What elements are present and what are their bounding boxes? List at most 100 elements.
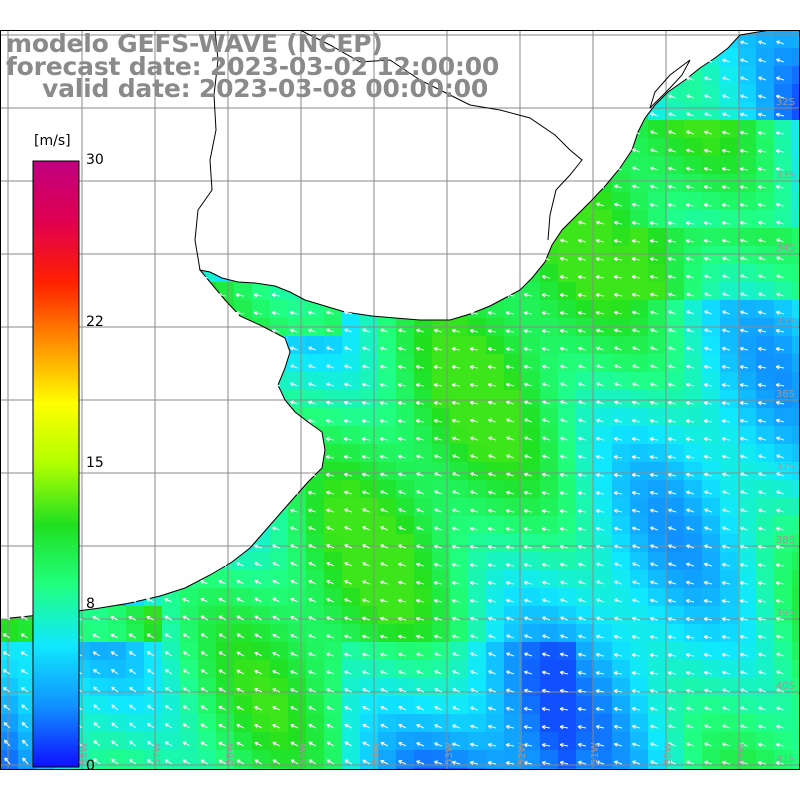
wind-arrow <box>307 472 317 478</box>
wind-cell <box>360 696 378 714</box>
wind-arrow <box>758 40 767 45</box>
wind-cell <box>756 408 774 426</box>
wind-arrow <box>559 526 569 532</box>
wind-arrow <box>325 382 335 387</box>
wind-arrow <box>559 742 569 748</box>
wind-arrow <box>326 598 335 603</box>
wind-arrow <box>632 346 641 351</box>
wind-arrow <box>578 400 587 405</box>
wind-cell <box>774 552 792 570</box>
wind-cell <box>108 714 126 732</box>
wind-arrow <box>199 274 209 279</box>
wind-arrow <box>398 544 407 549</box>
wind-arrow <box>668 310 677 315</box>
wind-cell <box>576 768 594 770</box>
wind-arrow <box>739 401 749 406</box>
wind-cell <box>396 426 414 444</box>
wind-arrow <box>380 508 389 513</box>
wind-arrow <box>667 653 677 658</box>
wind-arrow <box>218 705 227 711</box>
wind-arrow <box>470 472 479 477</box>
wind-cell <box>738 624 756 642</box>
wind-cell <box>342 732 360 750</box>
wind-arrow <box>649 202 659 207</box>
wind-arrow <box>739 40 749 45</box>
wind-cell <box>756 30 774 48</box>
wind-cell <box>18 714 36 732</box>
wind-cell <box>180 642 198 660</box>
wind-cell <box>576 624 594 642</box>
wind-arrow <box>577 724 587 730</box>
wind-arrow <box>757 616 767 622</box>
wind-cell <box>486 624 504 642</box>
wind-cell <box>612 192 630 210</box>
wind-cell <box>630 606 648 624</box>
wind-arrow <box>523 292 533 298</box>
wind-cell <box>666 768 684 770</box>
wind-cell <box>540 264 558 282</box>
wind-arrow <box>487 328 497 334</box>
wind-cell <box>612 210 630 228</box>
wind-arrow <box>668 760 677 765</box>
wind-arrow <box>722 310 731 315</box>
wind-cell <box>558 714 576 732</box>
wind-cell <box>252 768 270 770</box>
wind-arrow <box>379 400 389 406</box>
wind-cell <box>270 768 288 770</box>
wind-arrow <box>129 722 137 729</box>
wind-arrow <box>344 562 353 567</box>
wind-arrow <box>326 328 335 333</box>
wind-arrow <box>704 724 713 729</box>
wind-cell <box>576 246 594 264</box>
wind-cell <box>666 534 684 552</box>
wind-arrow <box>649 382 659 387</box>
wind-cell <box>324 408 342 426</box>
wind-arrow <box>722 742 731 747</box>
wind-cell <box>558 444 576 462</box>
wind-arrow <box>290 723 299 729</box>
wind-arrow <box>685 382 695 387</box>
wind-cell <box>774 768 792 770</box>
wind-arrow <box>344 759 353 765</box>
wind-cell <box>576 282 594 300</box>
wind-arrow <box>685 472 695 477</box>
wind-arrow <box>523 508 533 514</box>
wind-cell <box>234 624 252 642</box>
wind-arrow <box>613 706 623 712</box>
wind-arrow <box>469 508 479 513</box>
wind-cell <box>684 570 702 588</box>
wind-arrow <box>559 670 569 675</box>
wind-cell <box>450 498 468 516</box>
wind-arrow <box>757 365 767 370</box>
wind-arrow <box>20 615 29 621</box>
wind-arrow <box>649 256 659 262</box>
wind-arrow <box>613 544 623 549</box>
wind-cell <box>90 714 108 732</box>
wind-arrow <box>740 490 749 495</box>
wind-arrow <box>775 418 785 423</box>
wind-arrow <box>595 689 605 694</box>
wind-arrow <box>523 346 533 352</box>
wind-cell <box>756 336 774 354</box>
wind-arrow <box>416 652 425 657</box>
wind-arrow <box>686 292 695 297</box>
wind-arrow <box>505 347 515 352</box>
wind-cell <box>774 480 792 498</box>
wind-cell <box>612 390 630 408</box>
wind-cell <box>270 534 288 552</box>
wind-cell <box>540 768 558 770</box>
wind-arrow <box>379 472 389 477</box>
wind-arrow <box>415 418 425 424</box>
wind-arrow <box>559 293 569 298</box>
wind-cell <box>684 354 702 372</box>
wind-cell <box>324 480 342 498</box>
wind-arrow <box>614 382 623 387</box>
wind-cell <box>792 534 800 552</box>
wind-cell <box>594 714 612 732</box>
wind-cell <box>450 480 468 498</box>
wind-cell <box>558 300 576 318</box>
wind-arrow <box>668 742 677 747</box>
wind-arrow <box>776 256 785 261</box>
wind-cell <box>270 552 288 570</box>
wind-cell <box>522 552 540 570</box>
